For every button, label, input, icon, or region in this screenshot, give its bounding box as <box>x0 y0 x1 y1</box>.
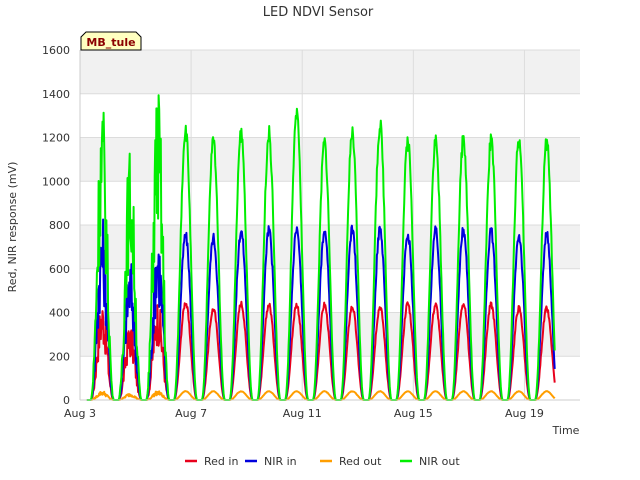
x-tick-label: Aug 7 <box>175 407 207 420</box>
legend-label: Red in <box>204 455 238 468</box>
y-tick-label: 1600 <box>42 44 70 57</box>
x-tick-label: Aug 19 <box>505 407 544 420</box>
plot-band <box>80 137 580 182</box>
site-label-box: MB_tule <box>80 31 142 51</box>
plot-band <box>80 50 580 94</box>
y-axis-label: Red, NIR response (mV) <box>6 162 19 293</box>
site-label: MB_tule <box>86 36 135 49</box>
legend: Red in NIR in Red out NIR out <box>185 455 460 468</box>
chart-title: LED NDVI Sensor <box>263 5 374 20</box>
x-tick-label: Aug 3 <box>64 407 96 420</box>
x-tick-label: Aug 15 <box>394 407 433 420</box>
x-tick-label: Aug 11 <box>283 407 322 420</box>
legend-label: Red out <box>339 455 382 468</box>
axes: 0 200 400 600 800 1000 1200 1400 1600 Aug 3 Aug 7 A… <box>42 44 580 420</box>
legend-label: NIR in <box>264 455 297 468</box>
y-tick-label: 1200 <box>42 132 70 145</box>
y-tick-label: 600 <box>49 263 70 276</box>
legend-item: Red out <box>320 455 382 468</box>
legend-item: Red in <box>185 455 238 468</box>
y-tick-label: 400 <box>49 307 70 320</box>
legend-label: NIR out <box>419 455 460 468</box>
y-tick-label: 200 <box>49 350 70 363</box>
legend-item: NIR out <box>400 455 460 468</box>
x-axis-label: Time <box>552 424 580 437</box>
y-tick-label: 1000 <box>42 175 70 188</box>
y-tick-label: 800 <box>49 219 70 232</box>
legend-item: NIR in <box>245 455 297 468</box>
y-tick-label: 0 <box>63 394 70 407</box>
y-tick-label: 1400 <box>42 88 70 101</box>
